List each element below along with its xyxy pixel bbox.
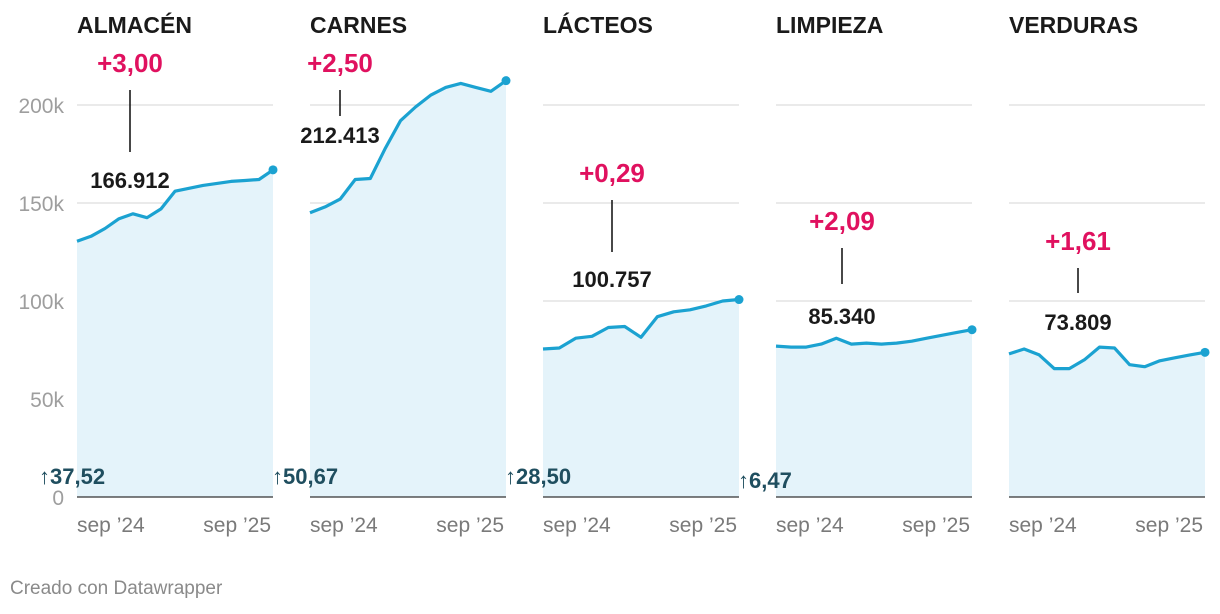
x-tick-label: sep ’24 bbox=[310, 514, 378, 537]
change-since-label-0: ↑37,52 bbox=[39, 464, 105, 489]
series-line-2 bbox=[542, 297, 740, 351]
change-annotation-0: +3,00 bbox=[97, 48, 163, 78]
series-line-1 bbox=[309, 79, 507, 215]
x-tick-label: sep ’24 bbox=[776, 514, 844, 537]
panel-title-1: CARNES bbox=[310, 12, 407, 38]
change-annotation-3: +2,09 bbox=[809, 206, 875, 236]
area-1 bbox=[310, 80, 506, 497]
end-point-2 bbox=[734, 295, 744, 305]
y-tick-label: 0 bbox=[52, 487, 64, 510]
series-line-0 bbox=[76, 168, 274, 243]
y-tick-label: 200k bbox=[18, 95, 64, 118]
panel-title-2: LÁCTEOS bbox=[543, 11, 653, 38]
last-value-label-1: 212.413 bbox=[300, 123, 380, 148]
y-tick-label: 100k bbox=[18, 291, 64, 314]
change-annotation-1: +2,50 bbox=[307, 48, 373, 78]
end-point-0 bbox=[268, 165, 278, 175]
end-point-1 bbox=[501, 76, 511, 86]
series-line-3 bbox=[775, 328, 973, 349]
area-0 bbox=[77, 169, 273, 497]
x-tick-label: sep ’24 bbox=[77, 514, 145, 537]
change-annotation-2: +0,29 bbox=[579, 158, 645, 188]
panel-title-0: ALMACÉN bbox=[77, 11, 192, 38]
y-tick-label: 50k bbox=[30, 389, 64, 412]
x-tick-label: sep ’25 bbox=[1135, 514, 1203, 537]
area-2 bbox=[543, 299, 739, 497]
end-point-4 bbox=[1200, 347, 1210, 357]
credit-text: Creado con Datawrapper bbox=[10, 578, 223, 599]
x-tick-label: sep ’24 bbox=[1009, 514, 1077, 537]
end-point-3 bbox=[967, 325, 977, 335]
last-value-label-3: 85.340 bbox=[808, 304, 875, 329]
panel-title-3: LIMPIEZA bbox=[776, 12, 883, 38]
change-since-label-1: ↑50,67 bbox=[272, 464, 338, 489]
change-since-label-3: ↑6,47 bbox=[738, 468, 792, 493]
series-line-4 bbox=[1008, 345, 1206, 371]
last-value-label-2: 100.757 bbox=[572, 267, 652, 292]
change-annotation-4: +1,61 bbox=[1045, 226, 1111, 256]
area-4 bbox=[1009, 347, 1205, 497]
x-tick-label: sep ’25 bbox=[669, 514, 737, 537]
last-value-label-0: 166.912 bbox=[90, 168, 170, 193]
x-tick-label: sep ’24 bbox=[543, 514, 611, 537]
last-value-label-4: 73.809 bbox=[1044, 310, 1111, 335]
change-since-label-2: ↑28,50 bbox=[505, 464, 571, 489]
x-tick-label: sep ’25 bbox=[436, 514, 504, 537]
x-tick-label: sep ’25 bbox=[203, 514, 271, 537]
x-tick-label: sep ’25 bbox=[902, 514, 970, 537]
panel-title-4: VERDURAS bbox=[1009, 12, 1138, 38]
y-tick-label: 150k bbox=[18, 193, 64, 216]
area-3 bbox=[776, 329, 972, 497]
